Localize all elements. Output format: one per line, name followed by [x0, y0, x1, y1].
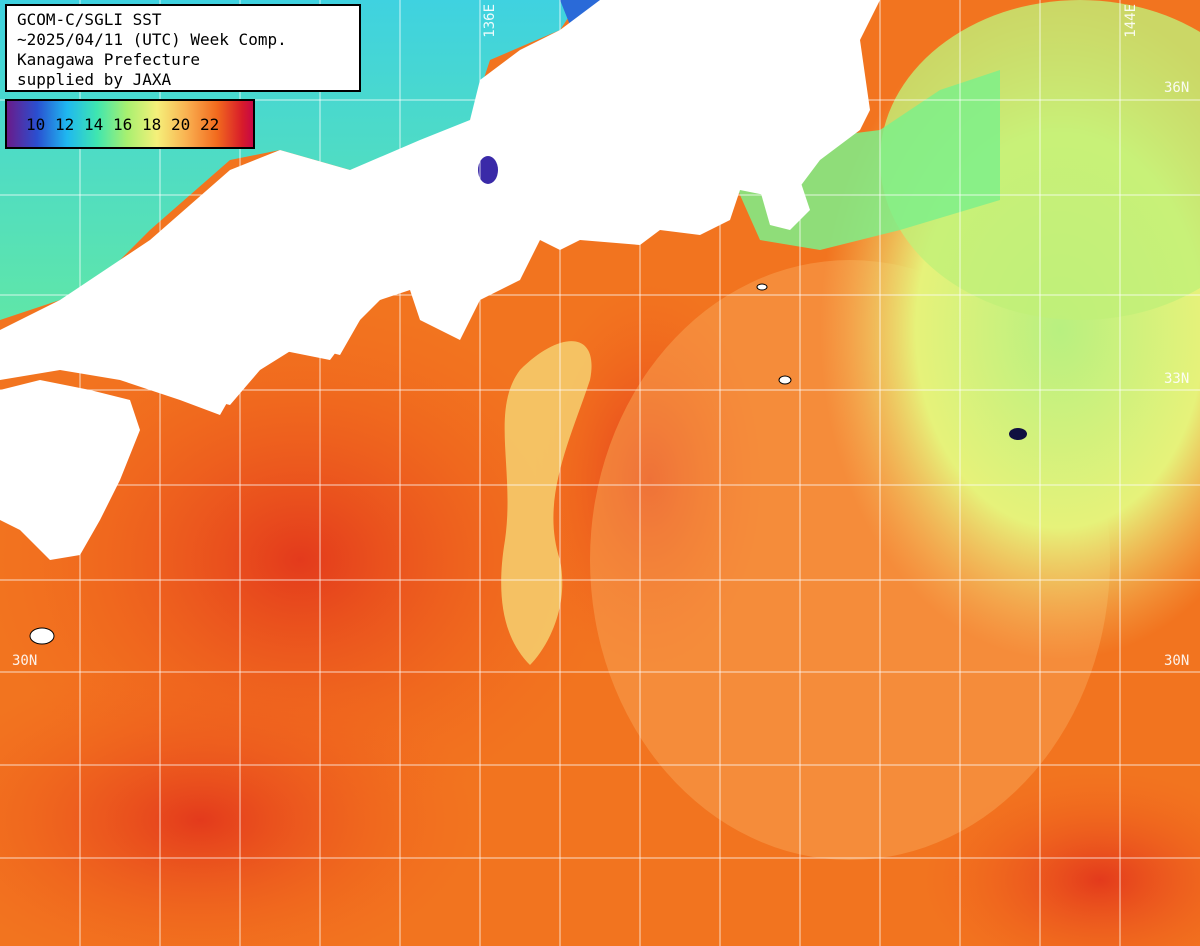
color-legend: 10 12 14 16 18 20 22 [5, 99, 255, 149]
cloud-speckle [1009, 428, 1027, 440]
supplier-line: supplied by JAXA [17, 70, 172, 89]
legend-label: 12 [55, 115, 75, 134]
lat-label-30n-left: 30N [12, 653, 38, 669]
land-izu [760, 180, 810, 230]
legend-label: 16 [113, 115, 133, 134]
island-small-1 [756, 283, 768, 291]
legend-label: 14 [84, 115, 104, 134]
legend-label: 18 [142, 115, 162, 134]
date-line: ~2025/04/11 (UTC) Week Comp. [17, 30, 287, 49]
legend-gradient [7, 101, 253, 147]
lat-label-36n: 36N [1164, 80, 1190, 96]
product-title: GCOM-C/SGLI SST [17, 10, 162, 29]
lon-label-136e: 136E [482, 4, 498, 38]
legend-label: 10 [26, 115, 46, 134]
legend-label: 22 [200, 115, 220, 134]
legend-labels: 10 12 14 16 18 20 22 [26, 115, 229, 134]
island-small-2 [778, 375, 792, 385]
land-kyushu [0, 380, 140, 560]
prefecture-line: Kanagawa Prefecture [17, 50, 201, 69]
island-awaji [478, 156, 498, 184]
legend-label: 20 [171, 115, 191, 134]
info-panel: GCOM-C/SGLI SST ~2025/04/11 (UTC) Week C… [5, 4, 361, 92]
island-tanegashima [29, 627, 55, 645]
pale-tongue [501, 341, 592, 665]
lat-label-33n: 33N [1164, 371, 1190, 387]
land-shikoku [180, 280, 370, 405]
lon-label-144e: 144E [1123, 4, 1139, 38]
lat-label-30n-right: 30N [1164, 653, 1190, 669]
